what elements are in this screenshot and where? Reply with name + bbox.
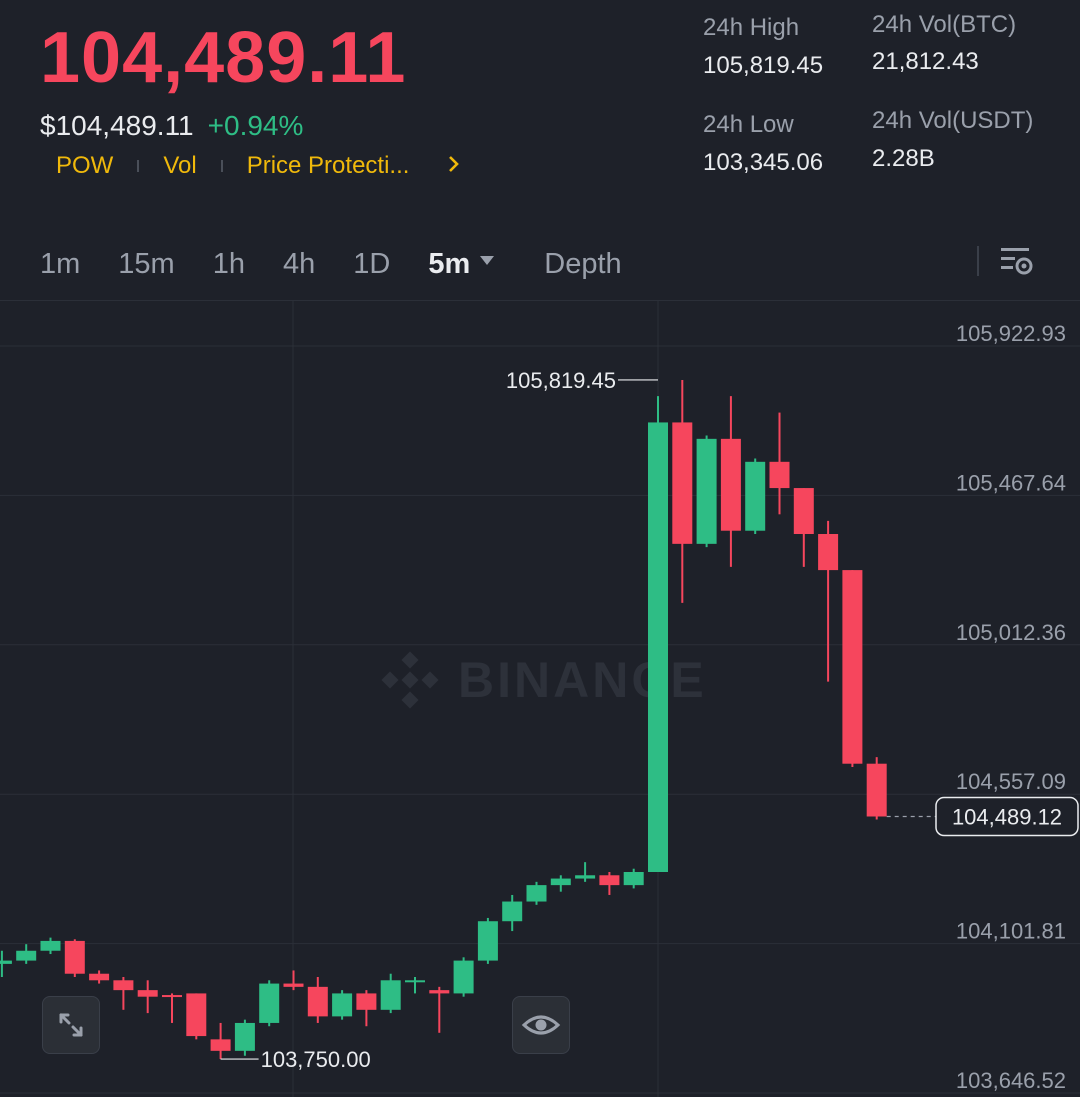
candle-up xyxy=(380,980,401,1010)
candle-up xyxy=(502,901,523,922)
current-price-tag xyxy=(935,796,1079,837)
candle-down xyxy=(599,875,620,886)
change-percent: +0.94% xyxy=(207,110,304,141)
toolbar-divider xyxy=(977,246,979,276)
stat-high-label: 24h High xyxy=(703,14,800,41)
candle-up xyxy=(526,885,547,902)
tab-4h[interactable]: 4h xyxy=(282,247,316,280)
candle-down xyxy=(429,990,450,994)
tag-pow[interactable]: POW xyxy=(56,152,114,179)
last-price: 104,489.11 xyxy=(40,18,407,98)
caret-down-icon xyxy=(480,256,495,266)
y-tick-label: 105,012.36 xyxy=(956,620,1066,645)
candle-up xyxy=(623,871,644,886)
stat-low-value: 103,345.06 xyxy=(703,149,824,176)
candle-down xyxy=(866,763,887,817)
tag-price-protection[interactable]: Price Protecti... xyxy=(246,152,410,179)
stat-low-label: 24h Low xyxy=(703,111,794,138)
high-price-label: 105,819.45 xyxy=(506,368,616,393)
tab-5m-label: 5m xyxy=(428,247,471,280)
tab-1h[interactable]: 1h xyxy=(212,247,245,280)
candle-down xyxy=(842,570,863,764)
candle-up xyxy=(453,960,474,994)
tab-1d[interactable]: 1D xyxy=(353,247,391,280)
timeframe-tabs: 1m 15m 1h 4h 1D 5m Depth xyxy=(40,240,660,288)
candle-down xyxy=(769,461,790,489)
expand-arrows-icon xyxy=(59,1013,83,1037)
current-price-label: 104,489.12 xyxy=(952,805,1062,830)
candle-up xyxy=(745,461,766,531)
y-tick-label: 105,467.64 xyxy=(956,470,1066,495)
candle-down xyxy=(210,1039,231,1051)
chart-settings-icon[interactable] xyxy=(997,242,1037,282)
candle-up xyxy=(550,878,571,886)
candle-down xyxy=(307,986,328,1017)
candle-up xyxy=(648,422,668,872)
candle-up xyxy=(259,983,280,1023)
stat-vol-btc-label: 24h Vol(BTC) xyxy=(872,11,1017,38)
tag-divider xyxy=(220,160,223,172)
candle-down xyxy=(162,995,182,998)
indicator-visibility-button[interactable] xyxy=(512,996,570,1054)
candle-down xyxy=(89,973,110,981)
tag-divider xyxy=(137,160,140,172)
tab-5m-dropdown[interactable]: 5m xyxy=(428,247,495,281)
candle-up xyxy=(477,921,498,961)
y-tick-label: 105,922.93 xyxy=(956,321,1066,346)
header-rule xyxy=(0,300,1080,301)
tab-1m[interactable]: 1m xyxy=(40,247,81,280)
candle-up xyxy=(405,980,425,983)
binance-logo-icon xyxy=(381,651,439,709)
candle-down xyxy=(64,940,85,974)
candle-down xyxy=(356,993,377,1010)
tab-depth[interactable]: Depth xyxy=(544,247,622,280)
candle-up xyxy=(16,950,37,961)
tag-row[interactable]: POW Vol Price Protecti... xyxy=(40,152,461,180)
chevron-right-icon[interactable] xyxy=(447,152,461,180)
price-subrow: $104,489.11 +0.94% xyxy=(40,110,303,142)
candle-up xyxy=(575,875,596,879)
stat-vol-btc-value: 21,812.43 xyxy=(872,48,979,75)
candlestick-chart[interactable]: 105,922.93 105,467.64 105,012.36 104,557.09… xyxy=(0,301,1080,1097)
y-tick-label: 104,101.81 xyxy=(956,919,1066,944)
candle-down xyxy=(113,980,134,991)
candle-up xyxy=(234,1022,255,1051)
fullscreen-button[interactable] xyxy=(42,996,100,1054)
candle-down xyxy=(672,422,693,544)
candle-up xyxy=(40,940,61,951)
stat-vol-usdt-label: 24h Vol(USDT) xyxy=(872,107,1034,134)
candle-up xyxy=(0,960,12,964)
tab-15m[interactable]: 15m xyxy=(118,247,175,280)
candle-up xyxy=(332,993,353,1017)
candle-down xyxy=(283,983,304,987)
eye-icon xyxy=(521,1015,561,1035)
tag-vol[interactable]: Vol xyxy=(163,152,197,179)
stat-high-value: 105,819.45 xyxy=(703,52,824,79)
usd-price: $104,489.11 xyxy=(40,110,194,141)
candle-down xyxy=(793,488,814,535)
low-price-label: 103,750.00 xyxy=(261,1047,371,1072)
y-tick-label: 103,646.52 xyxy=(956,1068,1066,1093)
y-tick-label: 104,557.09 xyxy=(956,769,1066,794)
candle-down xyxy=(137,990,158,997)
candle-down xyxy=(818,534,839,571)
candle-down xyxy=(186,993,207,1037)
stat-vol-usdt-value: 2.28B xyxy=(872,145,935,172)
candle-down xyxy=(720,438,741,531)
candle-up xyxy=(696,438,717,544)
